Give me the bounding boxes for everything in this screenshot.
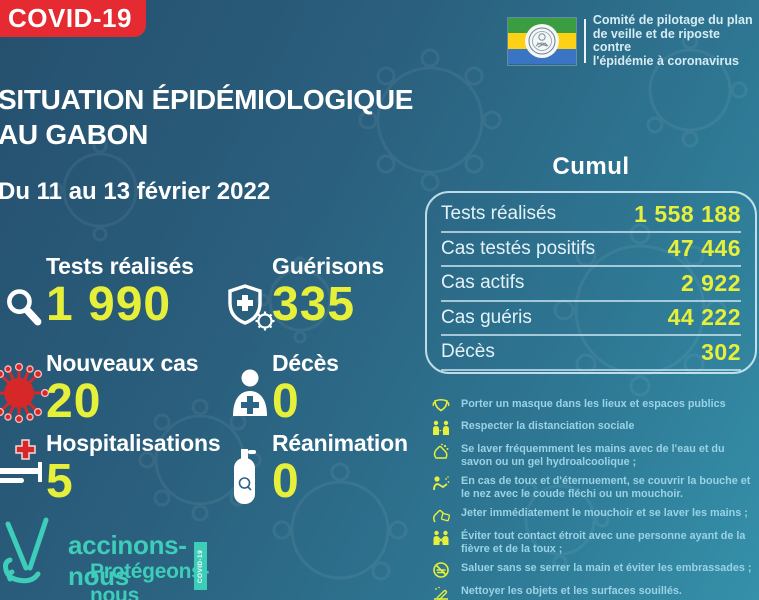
committee-name-line2: de veille et de riposte contre xyxy=(592,26,721,54)
list-item: En cas de toux et d'éternuement, se couv… xyxy=(432,475,754,500)
row-label: Cas guéris xyxy=(441,306,532,328)
tissue-icon xyxy=(433,509,450,523)
stat-label: Nouveaux cas xyxy=(46,350,199,376)
stat-value: 1 990 xyxy=(46,278,172,331)
gabon-emblem-icon xyxy=(524,24,559,58)
virus-icon xyxy=(0,362,50,424)
campaign-line1: accinons-nous xyxy=(68,530,187,591)
magnifier-icon xyxy=(7,289,42,326)
measure-text: En cas de toux et d'éternuement, se couv… xyxy=(461,475,751,500)
mask-icon xyxy=(432,398,450,412)
stat-value: 0 xyxy=(272,455,300,508)
row-label: Décès xyxy=(441,341,495,363)
list-item: Respecter la distanciation sociale xyxy=(432,420,754,436)
clean-surfaces-icon xyxy=(434,586,448,600)
victory-hand-icon xyxy=(3,517,49,584)
list-item: Éviter tout contact étroit avec une pers… xyxy=(432,530,754,555)
hand-wash-icon xyxy=(433,443,449,459)
table-row: Cas testés positifs 47 446 xyxy=(441,233,741,267)
row-value: 1 558 188 xyxy=(634,200,741,227)
cumul-title: Cumul xyxy=(552,153,630,180)
measure-text: Nettoyer les objets et les surfaces soui… xyxy=(461,585,682,597)
stat-label: Tests réalisés xyxy=(46,253,194,279)
page-title-line2: AU GABON xyxy=(0,119,149,150)
report-period: Du 11 au 13 février 2022 xyxy=(0,178,271,205)
measure-text: Se laver fréquemment les mains avec de l… xyxy=(461,443,725,468)
distancing-icon xyxy=(433,420,449,435)
stat-reanimation: Réanimation 0 xyxy=(272,430,408,507)
list-item: Nettoyer les objets et les surfaces soui… xyxy=(432,585,754,600)
stat-label: Guérisons xyxy=(272,253,384,279)
measure-text: Saluer sans se serrer la main et éviter … xyxy=(461,562,752,574)
covid19-banner: COVID-19 xyxy=(0,0,146,37)
page-title-line1: SITUATION ÉPIDÉMIOLOGIQUE xyxy=(0,84,414,115)
row-label: Tests réalisés xyxy=(441,203,557,225)
shield-cross-virus-icon xyxy=(228,284,275,331)
stat-label: Hospitalisations xyxy=(46,430,221,456)
stat-value: 20 xyxy=(46,375,102,428)
row-label: Cas testés positifs xyxy=(441,237,596,259)
committee-name: Comité de pilotage du plan de veille et … xyxy=(592,13,759,68)
list-item: Se laver fréquemment les mains avec de l… xyxy=(432,443,754,468)
list-item: Jeter immédiatement le mouchoir et se la… xyxy=(432,507,754,523)
avoid-contact-icon xyxy=(433,530,449,545)
header-separator xyxy=(583,19,586,63)
stat-tests-realises: Tests réalisés 1 990 xyxy=(46,253,194,330)
row-value: 47 446 xyxy=(667,235,741,262)
stat-value: 0 xyxy=(272,375,300,428)
table-row: Tests réalisés 1 558 188 xyxy=(441,198,741,233)
stat-value: 335 xyxy=(272,278,356,331)
committee-header: Comité de pilotage du plan de veille et … xyxy=(508,13,759,68)
row-label: Cas actifs xyxy=(441,272,525,294)
stat-value: 5 xyxy=(46,455,74,508)
stat-label: Décès xyxy=(272,350,339,376)
measure-text: Éviter tout contact étroit avec une pers… xyxy=(461,530,746,555)
table-row: Décès 302 xyxy=(441,336,741,371)
row-value: 44 222 xyxy=(667,304,741,331)
table-row: Cas actifs 2 922 xyxy=(441,267,741,302)
no-handshake-icon xyxy=(433,562,449,578)
stat-label: Réanimation xyxy=(272,430,408,456)
cumul-table: Tests réalisés 1 558 188 Cas testés posi… xyxy=(425,191,757,374)
cough-elbow-icon xyxy=(433,476,450,491)
gabon-flag-icon xyxy=(508,17,576,65)
row-value: 2 922 xyxy=(680,269,741,296)
committee-name-line3: l'épidémie à coronavirus xyxy=(592,53,739,68)
table-row: Cas guéris 44 222 xyxy=(441,302,741,336)
hospital-bed-icon xyxy=(0,439,42,483)
campaign-covid19-badge: COVID-19 xyxy=(194,542,207,590)
stat-hospitalisations: Hospitalisations 5 xyxy=(46,430,221,508)
measure-text: Respecter la distanciation sociale xyxy=(461,420,635,432)
list-item: Saluer sans se serrer la main et éviter … xyxy=(432,562,754,578)
prevention-measures-list: Porter un masque dans les lieux et espac… xyxy=(432,398,754,600)
list-item: Porter un masque dans les lieux et espac… xyxy=(432,398,754,413)
page-title: SITUATION ÉPIDÉMIOLOGIQUE AU GABON xyxy=(0,82,413,152)
committee-name-line1: Comité de pilotage du plan xyxy=(592,13,753,27)
campaign-line2: Protégeons-nous xyxy=(90,560,210,600)
row-value: 302 xyxy=(701,338,741,365)
stat-guerisons: Guérisons 335 xyxy=(272,253,384,330)
measure-text: Porter un masque dans les lieux et espac… xyxy=(461,398,726,410)
campaign-badge-label: COVID-19 xyxy=(197,549,204,583)
stat-nouveaux-cas: Nouveaux cas 20 xyxy=(46,350,198,427)
stat-deces: Décès 0 xyxy=(272,350,339,427)
measure-text: Jeter immédiatement le mouchoir et se la… xyxy=(461,507,748,519)
person-cross-icon xyxy=(233,369,267,416)
vaccination-campaign-logo: accinons-nous Protégeons-nous COVID-19 xyxy=(0,512,224,600)
covid19-banner-label: COVID-19 xyxy=(8,3,132,33)
oxygen-tank-icon xyxy=(234,449,256,504)
